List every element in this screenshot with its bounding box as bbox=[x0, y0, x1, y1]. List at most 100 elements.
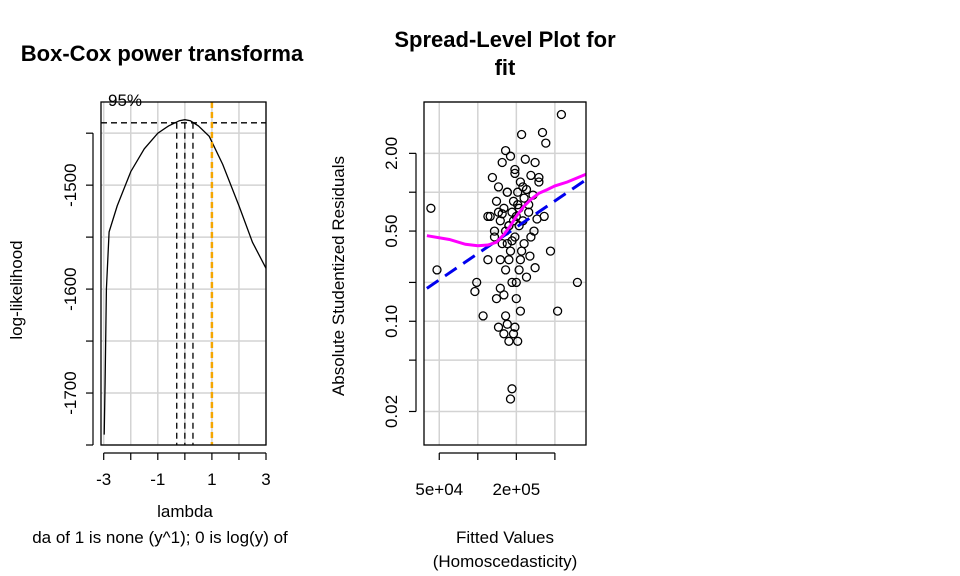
spread-level-point bbox=[507, 236, 517, 246]
boxcox-x-tick-label: -1 bbox=[150, 470, 165, 489]
spread-level-point bbox=[507, 384, 517, 394]
spread-level-point bbox=[511, 277, 521, 288]
spread-level-x-tick-label: 2e+05 bbox=[492, 480, 540, 499]
spread-level-point bbox=[515, 306, 526, 316]
spread-level-point bbox=[497, 157, 507, 168]
boxcox-y-tick-label: -1600 bbox=[61, 267, 80, 310]
spread-level-point bbox=[493, 322, 504, 332]
spread-level-xlabel: Fitted Values bbox=[456, 528, 554, 547]
spread-level-point bbox=[510, 168, 520, 179]
spread-level-point bbox=[572, 277, 583, 288]
spread-level-point bbox=[526, 170, 536, 181]
spread-level-title: Spread-Level Plot for bbox=[394, 27, 616, 52]
boxcox-title: Box-Cox power transforma bbox=[21, 41, 304, 66]
spread-level-point bbox=[508, 329, 519, 339]
boxcox-y-tick-label: -1500 bbox=[61, 163, 80, 206]
spread-level-point bbox=[518, 182, 528, 192]
spread-level-point bbox=[499, 290, 509, 300]
spread-level-point bbox=[505, 151, 516, 161]
boxcox-axes: -3 -1 1 3 -1500 -1600 -1700 bbox=[61, 132, 271, 489]
spread-level-point bbox=[502, 238, 512, 249]
spread-level-point bbox=[515, 177, 526, 187]
spread-level-point bbox=[470, 286, 480, 297]
boxcox-x-tick-label: 1 bbox=[207, 470, 216, 489]
spread-level-point bbox=[502, 187, 512, 197]
spread-level-point bbox=[504, 255, 514, 265]
spread-level-point bbox=[489, 232, 500, 242]
spread-level-point bbox=[515, 255, 526, 265]
spread-level-x-tick-label: 5e+04 bbox=[415, 480, 463, 499]
spread-level-point bbox=[513, 200, 523, 210]
spread-level-point bbox=[472, 277, 482, 288]
spread-level-fit-line bbox=[426, 178, 587, 290]
spread-level-point bbox=[521, 272, 532, 282]
spread-level-point bbox=[539, 211, 549, 222]
boxcox-ci-label: 95% bbox=[108, 91, 142, 110]
boxcox-xlabel: lambda bbox=[157, 502, 213, 521]
spread-level-point bbox=[497, 238, 507, 249]
spread-level-point bbox=[526, 232, 536, 242]
spread-level-title-line2: fit bbox=[495, 55, 516, 80]
boxcox-ylabel: log-likelihood bbox=[7, 240, 26, 339]
spread-level-point bbox=[432, 265, 442, 275]
spread-level-point bbox=[519, 193, 529, 203]
spread-level-axes: 5e+04 2e+05 2.00 0.50 0.10 0.02 bbox=[382, 137, 556, 499]
spread-level-point bbox=[541, 138, 551, 148]
spread-level-ylabel: Absolute Studentized Residuals bbox=[329, 156, 348, 396]
spread-level-point bbox=[493, 182, 504, 192]
spread-level-y-tick-label: 0.02 bbox=[382, 395, 401, 428]
spread-level-point bbox=[516, 246, 527, 256]
spread-level-point bbox=[507, 277, 517, 288]
spread-level-point bbox=[556, 109, 567, 120]
spread-level-point bbox=[534, 177, 544, 187]
spread-level-point bbox=[495, 255, 505, 265]
spread-level-y-tick-label: 0.10 bbox=[382, 305, 401, 338]
spread-level-point bbox=[530, 263, 540, 273]
spread-level-point bbox=[508, 216, 519, 226]
spread-level-point bbox=[478, 311, 488, 321]
spread-level-plot-frame bbox=[423, 101, 587, 446]
spread-level-point bbox=[545, 246, 556, 256]
boxcox-y-tick-label: -1700 bbox=[61, 371, 80, 414]
spread-level-y-tick-label: 0.50 bbox=[382, 215, 401, 248]
spread-level-point bbox=[504, 336, 514, 346]
spread-level-point bbox=[520, 154, 530, 164]
spread-level-point bbox=[514, 265, 524, 275]
boxcox-x-tick-label: -3 bbox=[96, 470, 111, 489]
boxcox-x-tick-label: 3 bbox=[261, 470, 270, 489]
spread-level-smooth-curve bbox=[426, 172, 587, 248]
spread-level-point bbox=[519, 238, 529, 249]
spread-level-point bbox=[499, 203, 509, 213]
spread-level-point bbox=[530, 157, 540, 168]
boxcox-subtitle: da of 1 is none (y^1); 0 is log(y) of bbox=[32, 528, 288, 547]
spread-level-point bbox=[534, 172, 544, 183]
boxcox-marks bbox=[101, 102, 267, 445]
spread-level-point bbox=[511, 293, 521, 304]
spread-level-point bbox=[537, 127, 548, 138]
spread-level-point bbox=[525, 251, 535, 261]
spread-level-point bbox=[491, 293, 502, 304]
spread-level-point bbox=[500, 145, 511, 156]
spread-level-point bbox=[524, 207, 534, 217]
spread-level-panel: Spread-Level Plot for fit 5e+04 2e+05 2.00… bbox=[329, 27, 616, 571]
spread-level-point bbox=[510, 322, 520, 332]
spread-level-point bbox=[426, 203, 436, 213]
spread-level-point bbox=[483, 255, 493, 265]
spread-level-point bbox=[491, 196, 502, 206]
spread-level-point bbox=[500, 311, 511, 321]
spread-level-point bbox=[487, 172, 498, 183]
spread-level-point bbox=[489, 226, 500, 236]
spread-level-marks bbox=[426, 109, 587, 404]
spread-level-point bbox=[513, 187, 523, 197]
spread-level-point bbox=[516, 129, 527, 140]
spread-level-point bbox=[497, 209, 507, 219]
spread-level-point bbox=[510, 164, 520, 175]
spread-level-point bbox=[505, 246, 516, 256]
spread-level-point bbox=[499, 329, 509, 339]
spread-level-xlabel-line2: (Homoscedasticity) bbox=[433, 552, 578, 571]
spread-level-point bbox=[552, 306, 563, 316]
boxcox-plot-frame bbox=[100, 101, 267, 446]
boxcox-panel: Box-Cox power transforma -3 -1 1 3 -1500 -160… bbox=[7, 41, 304, 547]
spread-level-point bbox=[513, 336, 523, 346]
